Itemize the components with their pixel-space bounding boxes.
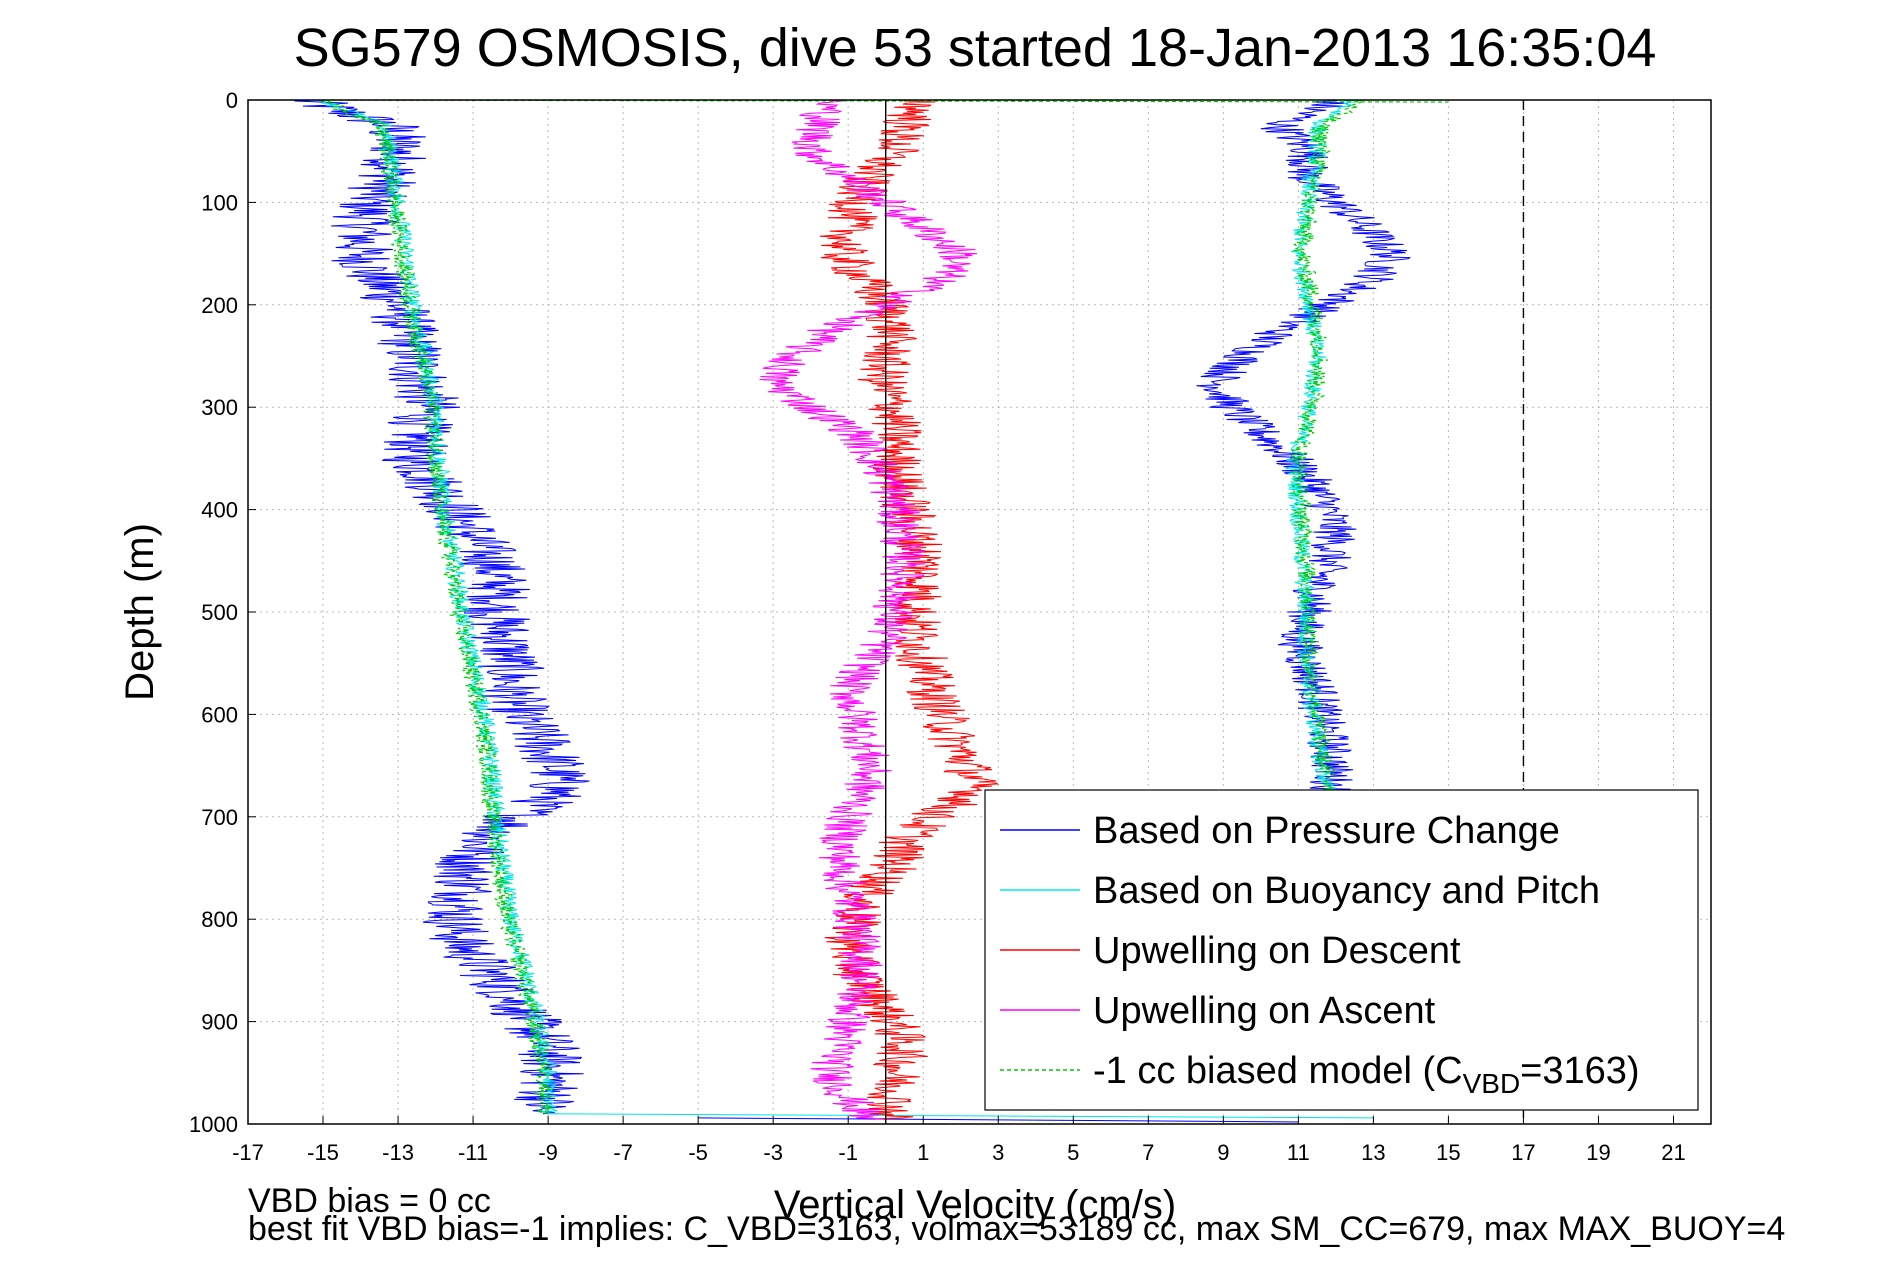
y-tick-label: 200 <box>201 293 238 318</box>
legend-label: -1 cc biased model (CVBD=3163) <box>1093 1050 1640 1099</box>
legend-label: Based on Buoyancy and Pitch <box>1093 870 1600 912</box>
series-line <box>1196 100 1412 792</box>
x-tick-label: -11 <box>458 1140 488 1165</box>
series-upwelling-on-ascent <box>759 100 978 1120</box>
x-tick-label: -7 <box>613 1140 633 1165</box>
x-tick-label: -13 <box>382 1140 414 1165</box>
x-tick-label: 9 <box>1217 1140 1229 1165</box>
series-line <box>321 100 553 1115</box>
x-tick-label: 11 <box>1287 1140 1310 1165</box>
series-line <box>294 100 590 1115</box>
y-tick-label: 300 <box>201 395 238 420</box>
legend-label: Upwelling on Descent <box>1093 930 1461 972</box>
x-tick-labels: -17 -15 -13 -11 -9 -7 -5 -3 -1 1 3 5 7 9 11 13 15 17 19 21 <box>232 1116 1686 1165</box>
series-line <box>759 100 978 1120</box>
x-tick-label: -5 <box>688 1140 708 1165</box>
y-tick-label: 600 <box>201 702 238 727</box>
x-tick-label: 7 <box>1142 1140 1154 1165</box>
footer-line-2: best fit VBD bias=-1 implies: C_VBD=3163… <box>248 1210 1785 1248</box>
x-tick-label: -9 <box>538 1140 558 1165</box>
y-tick-label: 400 <box>201 498 238 523</box>
x-tick-label: -3 <box>763 1140 783 1165</box>
y-tick-label: 1000 <box>189 1112 238 1137</box>
series-layer <box>248 100 1449 1123</box>
y-axis-label: Depth (m) <box>118 523 162 701</box>
legend-label: Upwelling on Ascent <box>1093 990 1436 1032</box>
x-tick-label: 19 <box>1586 1140 1610 1165</box>
x-tick-label: 5 <box>1067 1140 1079 1165</box>
x-tick-label: 13 <box>1361 1140 1385 1165</box>
x-tick-label: 21 <box>1661 1140 1685 1165</box>
x-tick-label: 1 <box>917 1140 929 1165</box>
x-tick-label: 15 <box>1436 1140 1460 1165</box>
series-line <box>819 100 1000 1120</box>
x-tick-label: 3 <box>992 1140 1004 1165</box>
y-tick-label: 900 <box>201 1010 238 1035</box>
series-line <box>1284 100 1359 792</box>
y-tick-label: 0 <box>226 88 238 113</box>
legend-box <box>984 789 1699 1111</box>
series-line <box>548 1113 1374 1119</box>
y-tick-labels: 0 100 200 300 400 500 600 700 800 900 1000 <box>189 88 256 1137</box>
series-line <box>1288 100 1364 792</box>
legend-label: Based on Pressure Change <box>1093 810 1560 852</box>
x-tick-label: -1 <box>838 1140 858 1165</box>
y-tick-label: 800 <box>201 907 238 932</box>
x-tick-label: -15 <box>307 1140 339 1165</box>
y-tick-label: 500 <box>201 600 238 625</box>
series-upwelling-on-descent <box>819 100 1000 1120</box>
legend: Based on Pressure Change Based on Buoyanc… <box>984 789 1699 1111</box>
y-tick-label: 100 <box>201 190 238 215</box>
x-axis-label: Vertical Velocity (cm/s) <box>774 1183 1176 1227</box>
x-tick-label: -17 <box>232 1140 264 1165</box>
footer-line-1: VBD bias = 0 cc <box>248 1182 491 1220</box>
x-tick-label: 17 <box>1511 1140 1535 1165</box>
y-tick-label: 700 <box>201 805 238 830</box>
chart-title: SG579 OSMOSIS, dive 53 started 18-Jan-20… <box>294 18 1657 78</box>
